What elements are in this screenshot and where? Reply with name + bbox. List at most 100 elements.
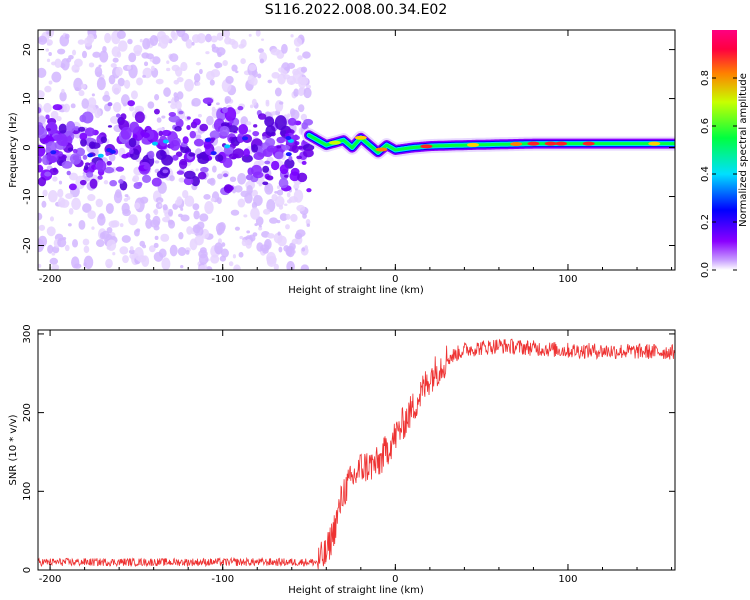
noise-speckle: [230, 209, 240, 216]
noise-speckle: [86, 33, 95, 44]
noise-speckle: [195, 168, 199, 172]
noise-speckle: [157, 42, 161, 47]
noise-speckle: [248, 64, 257, 72]
noise-speckle: [293, 88, 299, 97]
noise-speckle: [153, 242, 159, 249]
noise-speckle: [228, 261, 234, 267]
noise-speckle: [155, 197, 164, 204]
noise-speckle: [117, 77, 125, 87]
noise-speckle: [180, 214, 190, 222]
noise-blob: [120, 113, 127, 121]
noise-speckle: [257, 73, 262, 79]
noise-blob: [276, 145, 282, 149]
signal-band-green: [307, 133, 675, 154]
noise-speckle: [46, 39, 53, 46]
noise-speckle: [178, 213, 183, 218]
noise-blob: [128, 137, 137, 148]
noise-blob: [133, 182, 142, 190]
noise-speckle: [70, 103, 76, 109]
noise-speckle: [176, 30, 186, 38]
noise-blob: [46, 128, 51, 132]
noise-blob: [100, 136, 107, 144]
noise-speckle: [214, 62, 221, 69]
noise-blob: [96, 160, 107, 172]
noise-highlight: [242, 136, 249, 141]
noise-speckle: [127, 38, 133, 45]
noise-speckle: [241, 239, 248, 247]
noise-speckle: [161, 34, 170, 45]
noise-blob: [191, 175, 200, 187]
noise-blob: [45, 141, 57, 152]
noise-speckle: [98, 213, 105, 220]
noise-speckle: [55, 115, 62, 122]
noise-speckle: [57, 48, 66, 55]
noise-speckle: [77, 39, 85, 45]
noise-blob: [222, 157, 233, 169]
spectrogram-ytick-label: 20: [22, 43, 33, 56]
noise-speckle: [269, 217, 278, 224]
noise-speckle: [105, 203, 114, 214]
noise-speckle: [112, 252, 116, 256]
noise-speckle: [253, 194, 263, 206]
colorbar-ticks: 0.0 0.2 0.4 0.6 0.8: [700, 70, 737, 278]
noise-speckle: [252, 232, 258, 237]
noise-speckle: [38, 115, 46, 125]
noise-highlight: [106, 148, 113, 153]
noise-speckle: [141, 52, 150, 59]
noise-speckle: [102, 94, 111, 102]
noise-blob: [46, 150, 59, 163]
noise-blob: [69, 153, 82, 165]
noise-blob: [199, 123, 209, 132]
noise-speckle: [169, 175, 175, 182]
noise-speckle: [147, 101, 155, 109]
noise-speckle: [298, 104, 305, 113]
spectrogram-marks: [38, 30, 675, 270]
noise-speckle: [112, 57, 119, 63]
noise-speckle: [219, 255, 227, 262]
noise-speckle: [124, 194, 129, 198]
noise-speckle: [98, 64, 102, 67]
noise-speckle: [103, 180, 109, 185]
noise-speckle: [302, 51, 311, 59]
noise-speckle: [198, 253, 209, 265]
noise-speckle: [286, 245, 295, 258]
spectrogram-xtick-label: -100: [211, 274, 234, 285]
noise-blob: [107, 102, 113, 107]
noise-speckle: [185, 38, 193, 49]
noise-blob: [66, 170, 71, 176]
snr-xtick-label: -100: [211, 574, 234, 585]
noise-speckle: [95, 239, 105, 248]
noise-speckle: [102, 45, 107, 53]
noise-blob: [302, 148, 314, 158]
noise-speckle: [74, 87, 80, 92]
signal-hotspot: [648, 141, 661, 146]
noise-blob: [237, 105, 244, 111]
noise-speckle: [136, 77, 143, 86]
noise-speckle: [88, 62, 95, 68]
noise-blob: [176, 170, 185, 175]
noise-speckle: [263, 208, 271, 215]
noise-speckle: [166, 67, 171, 72]
noise-blob: [186, 116, 191, 120]
noise-speckle: [210, 35, 218, 43]
snr-marks: [38, 338, 675, 570]
noise-speckle: [110, 115, 120, 124]
noise-speckle: [184, 78, 194, 92]
noise-speckle: [234, 267, 240, 270]
noise-speckle: [211, 165, 217, 173]
noise-speckle: [44, 85, 52, 93]
spectrogram-xtick-label: 0: [392, 274, 398, 285]
noise-speckle: [265, 101, 270, 107]
noise-blob: [160, 150, 166, 157]
spectrogram-frame: [37, 29, 676, 271]
noise-speckle: [99, 50, 109, 63]
noise-speckle: [106, 226, 113, 234]
noise-speckle: [38, 67, 47, 79]
noise-blob: [46, 121, 58, 135]
snr-ytick-label: 200: [22, 403, 33, 422]
noise-speckle: [286, 192, 291, 198]
noise-speckle: [130, 90, 138, 100]
noise-blob: [115, 166, 125, 172]
noise-blob: [79, 179, 87, 186]
noise-speckle: [110, 63, 117, 68]
